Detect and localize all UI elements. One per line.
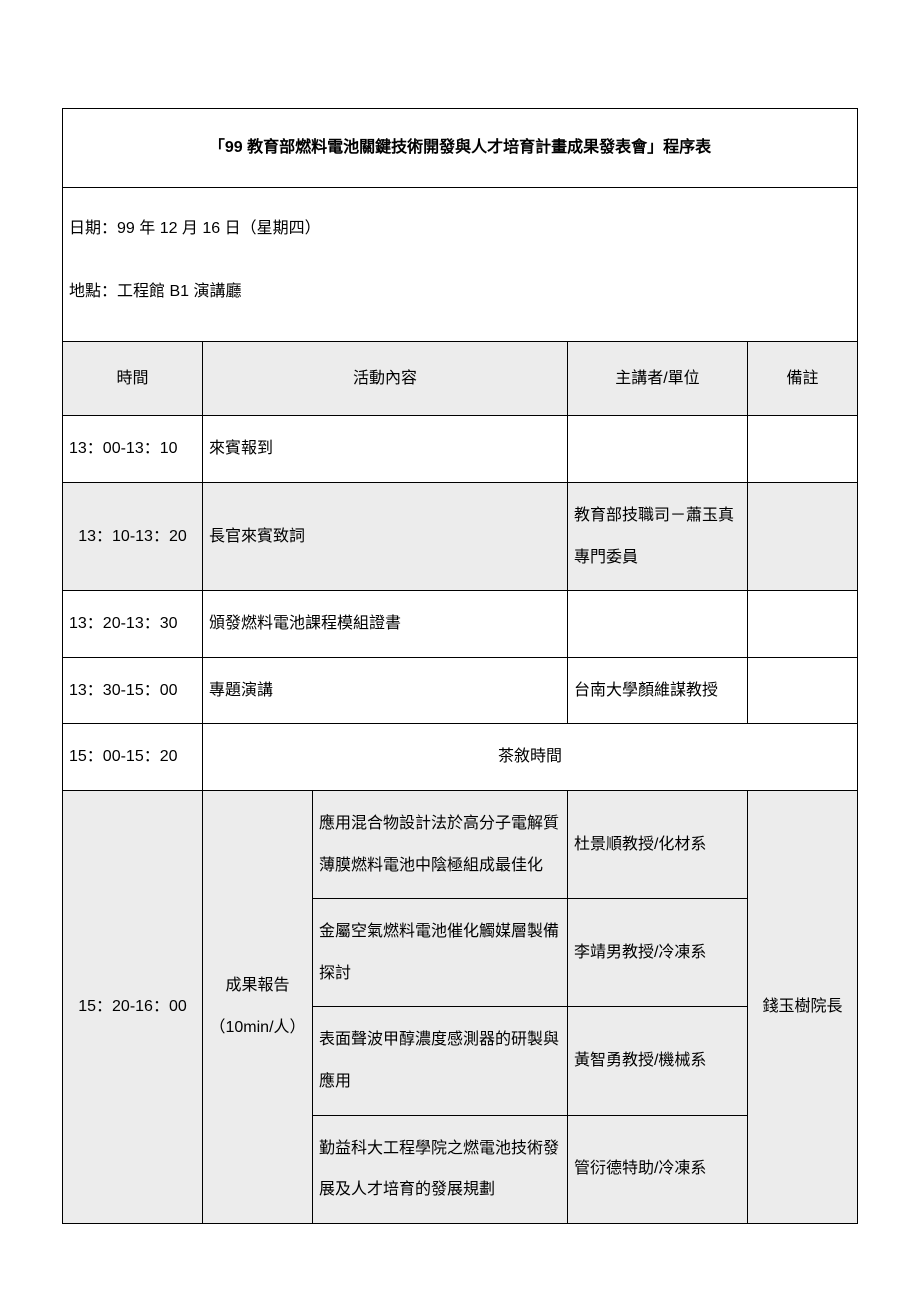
talk-title-cell: 金屬空氣燃料電池催化觸媒層製備探討 [313, 899, 568, 1007]
break-cell: 茶敘時間 [203, 724, 858, 791]
presenter-cell: 台南大學顏維謀教授 [567, 657, 747, 724]
time-cell: 13：30-15：00 [63, 657, 203, 724]
presenter-cell: 李靖男教授/冷凍系 [567, 899, 747, 1007]
table-row: 13：00-13：10 來賓報到 [63, 416, 858, 483]
activity-cell: 頒發燃料電池課程模組證書 [203, 591, 568, 658]
time-cell: 15：20-16：00 [63, 790, 203, 1223]
date-line: 日期：99 年 12 月 16 日（星期四） [69, 208, 851, 250]
table-row: 13：30-15：00 專題演講 台南大學顏維謀教授 [63, 657, 858, 724]
note-cell: 錢玉樹院長 [747, 790, 857, 1223]
activity-cell: 長官來賓致詞 [203, 482, 568, 590]
table-row: 15：20-16：00 成果報告（10min/人） 應用混合物設計法於高分子電解… [63, 790, 858, 898]
note-cell [747, 482, 857, 590]
presenter-cell [567, 416, 747, 483]
presenter-cell: 黃智勇教授/機械系 [567, 1007, 747, 1115]
presenter-cell [567, 591, 747, 658]
presenter-cell: 教育部技職司－蕭玉真專門委員 [567, 482, 747, 590]
talk-title-cell: 應用混合物設計法於高分子電解質薄膜燃料電池中陰極組成最佳化 [313, 790, 568, 898]
page-title: 「99 教育部燃料電池關鍵技術開發與人才培育計畫成果發表會」程序表 [63, 109, 858, 188]
talk-title-cell: 表面聲波甲醇濃度感測器的研製與應用 [313, 1007, 568, 1115]
info-row: 日期：99 年 12 月 16 日（星期四） 地點：工程館 B1 演講廳 [63, 187, 858, 341]
info-cell: 日期：99 年 12 月 16 日（星期四） 地點：工程館 B1 演講廳 [63, 187, 858, 341]
activity-cell: 專題演講 [203, 657, 568, 724]
table-row: 13：10-13：20 長官來賓致詞 教育部技職司－蕭玉真專門委員 [63, 482, 858, 590]
activity-cell: 來賓報到 [203, 416, 568, 483]
table-row: 13：20-13：30 頒發燃料電池課程模組證書 [63, 591, 858, 658]
presenter-cell: 管衍德特助/冷凍系 [567, 1115, 747, 1223]
time-cell: 13：10-13：20 [63, 482, 203, 590]
presenter-cell: 杜景順教授/化材系 [567, 790, 747, 898]
col-time: 時間 [63, 341, 203, 416]
note-cell [747, 657, 857, 724]
col-note: 備註 [747, 341, 857, 416]
note-cell [747, 591, 857, 658]
page: 「99 教育部燃料電池關鍵技術開發與人才培育計畫成果發表會」程序表 日期：99 … [0, 0, 920, 1302]
col-presenter: 主講者/單位 [567, 341, 747, 416]
note-cell [747, 416, 857, 483]
col-activity: 活動內容 [203, 341, 568, 416]
time-cell: 15：00-15：20 [63, 724, 203, 791]
time-cell: 13：00-13：10 [63, 416, 203, 483]
title-row: 「99 教育部燃料電池關鍵技術開發與人才培育計畫成果發表會」程序表 [63, 109, 858, 188]
header-row: 時間 活動內容 主講者/單位 備註 [63, 341, 858, 416]
group-label-cell: 成果報告（10min/人） [203, 790, 313, 1223]
schedule-table: 「99 教育部燃料電池關鍵技術開發與人才培育計畫成果發表會」程序表 日期：99 … [62, 108, 858, 1224]
venue-line: 地點：工程館 B1 演講廳 [69, 271, 851, 313]
table-row-break: 15：00-15：20 茶敘時間 [63, 724, 858, 791]
time-cell: 13：20-13：30 [63, 591, 203, 658]
talk-title-cell: 勤益科大工程學院之燃電池技術發展及人才培育的發展規劃 [313, 1115, 568, 1223]
